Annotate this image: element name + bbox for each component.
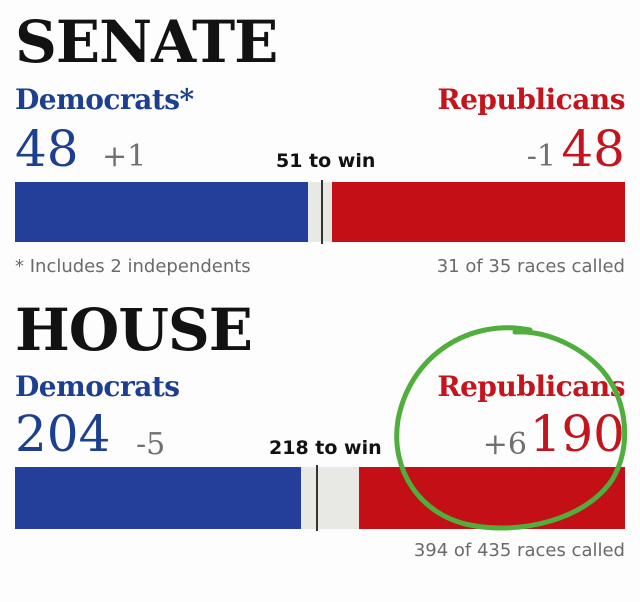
senate-majority-line <box>321 180 324 244</box>
house-majority-line <box>315 465 318 531</box>
senate-rep-change: -1 <box>526 139 556 174</box>
house-rep-change: +6 <box>482 427 527 462</box>
senate-majority-label: 51 to win <box>276 150 376 172</box>
senate-dem-label: Democrats* <box>15 83 194 116</box>
house-dem-label: Democrats <box>15 370 180 403</box>
senate-dem-change: +1 <box>102 139 147 174</box>
house-rep-bar <box>358 467 625 529</box>
senate-footnote: * Includes 2 independents <box>15 256 251 277</box>
senate-races-called: 31 of 35 races called <box>436 256 625 277</box>
house-dem-seats: 204 <box>15 405 111 463</box>
house-rep-label: Republicans <box>437 370 625 403</box>
senate-rep-seats: 48 <box>561 120 625 178</box>
senate-dem-seats: 48 <box>15 120 79 178</box>
house-races-called: 394 of 435 races called <box>413 540 625 561</box>
house-rep-seats: 190 <box>529 405 625 463</box>
senate-dem-bar <box>15 182 308 242</box>
house-title: HOUSE <box>15 296 253 364</box>
senate-title: SENATE <box>15 8 278 76</box>
house-dem-change: -5 <box>136 427 166 462</box>
senate-rep-bar <box>332 182 625 242</box>
house-dem-bar <box>15 467 302 529</box>
senate-rep-label: Republicans <box>437 83 625 116</box>
house-majority-label: 218 to win <box>269 437 382 459</box>
